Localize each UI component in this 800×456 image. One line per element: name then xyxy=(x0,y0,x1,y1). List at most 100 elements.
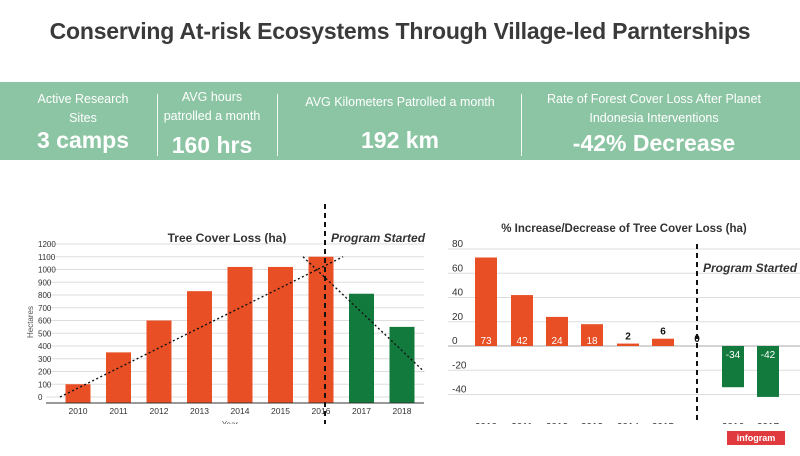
chart2-bar xyxy=(617,343,639,346)
chart2-annotation: Program Started xyxy=(703,261,798,275)
stat-label: Active Research Sites xyxy=(37,92,129,125)
chart1-x-tick-label: 2014 xyxy=(231,406,250,416)
chart1-y-ticks: 0 100 200 300 400 500 600 700 800 900 1000 1100 1200 xyxy=(38,240,56,402)
stat-label: Rate of Forest Cover Loss After Planet I… xyxy=(547,92,761,125)
stat-value: 3 camps xyxy=(36,127,130,153)
chart2-y-tick-label: 40 xyxy=(452,288,464,299)
chart1-title: Tree Cover Loss (ha) xyxy=(168,231,287,245)
chart2-bar xyxy=(652,338,674,346)
chart2-y-tick-label: 0 xyxy=(452,336,458,347)
chart1-x-tick-label: 2012 xyxy=(150,406,169,416)
stat-label: AVG Kilometers Patrolled a month xyxy=(305,95,495,109)
chart1-y-tick-label: 1200 xyxy=(38,240,56,249)
chart2-x-tick-label: 2011 xyxy=(511,422,533,433)
chart1-bar xyxy=(349,293,374,403)
chart1-y-tick-label: 1000 xyxy=(38,266,56,275)
chart2-x-ticks: 2010 2011 2012 2013 2014 2015 2016 2017 xyxy=(475,422,780,433)
chart2-x-tick-label: 2014 xyxy=(617,422,640,433)
stat-value: -42% Decrease xyxy=(572,130,736,156)
chart1-x-tick-label: 2010 xyxy=(69,406,88,416)
chart2-bar xyxy=(757,346,779,397)
chart1-y-tick-label: 600 xyxy=(38,317,52,326)
chart1-x-tick-label: 2016 xyxy=(312,406,331,416)
chart1-x-tick-label: 2013 xyxy=(190,406,209,416)
chart2-data-label: 2 xyxy=(625,332,631,343)
chart2-x-tick-label: 2017 xyxy=(757,422,780,433)
chart2-x-tick-label: 2015 xyxy=(652,422,675,433)
stat-label: AVG hours patrolled a month xyxy=(163,90,261,123)
chart2-y-tick-label: 20 xyxy=(452,312,464,323)
chart1-annotation: Program Started xyxy=(331,231,426,245)
chart2-data-label: 24 xyxy=(551,336,563,347)
chart1-ylabel: Hectares xyxy=(26,306,35,338)
chart2-y-tick-label: -20 xyxy=(452,360,467,371)
chart1-trendlines xyxy=(59,256,425,398)
chart2-bar xyxy=(511,295,533,346)
chart1-bar xyxy=(106,352,131,403)
chart2-data-label: -42 xyxy=(761,350,776,361)
chart1-y-tick-label: 100 xyxy=(38,380,52,389)
chart2-data-label: 42 xyxy=(516,336,528,347)
divider xyxy=(277,94,278,156)
chart2-data-labels: 73 42 24 18 2 6 0 -34 -42 xyxy=(480,327,775,361)
stat-hours-patrolled: AVG hours patrolled a month 160 hrs xyxy=(158,82,266,160)
chart1-y-tick-label: 1100 xyxy=(38,253,56,262)
chart2-bar xyxy=(546,316,568,346)
percent-change-chart: % Increase/Decrease of Tree Cover Loss (… xyxy=(448,223,800,433)
chart2-data-label: 0 xyxy=(694,334,700,345)
chart2-y-ticks: -40 -20 0 20 40 60 80 xyxy=(452,239,467,396)
stat-km-patrolled: AVG Kilometers Patrolled a month 192 km xyxy=(282,82,518,160)
chart1-y-tick-label: 0 xyxy=(38,393,43,402)
chart1-bar xyxy=(65,384,91,403)
chart2-x-tick-label: 2016 xyxy=(722,422,745,433)
stat-research-sites: Active Research Sites 3 camps xyxy=(22,82,144,160)
chart1-x-tick-label: 2018 xyxy=(393,406,412,416)
chart1-bar xyxy=(187,291,212,403)
chart1-x-tick-label: 2017 xyxy=(352,406,371,416)
stats-band: Active Research Sites 3 camps AVG hours … xyxy=(0,82,800,160)
page-title: Conserving At-risk Ecosystems Through Vi… xyxy=(49,18,751,44)
chart1-bar xyxy=(227,266,253,403)
chart2-bar xyxy=(475,257,497,346)
infogram-logo[interactable]: infogram xyxy=(727,431,785,445)
chart2-data-label: -34 xyxy=(726,350,741,361)
chart2-title: % Increase/Decrease of Tree Cover Loss (… xyxy=(501,223,747,235)
chart1-y-tick-label: 700 xyxy=(38,304,52,313)
chart1-trendline xyxy=(302,256,425,373)
chart2-y-tick-label: 60 xyxy=(452,263,464,274)
stat-value: 192 km xyxy=(360,127,439,153)
chart1-x-tick-label: 2011 xyxy=(109,406,128,416)
chart1-xlabel: Year xyxy=(222,420,239,429)
chart2-bar xyxy=(581,324,603,346)
chart2-data-label: 73 xyxy=(480,336,492,347)
chart1-bar xyxy=(308,256,334,403)
chart1-y-tick-label: 900 xyxy=(38,278,52,287)
chart2-data-label: 6 xyxy=(660,327,666,338)
chart2-bar xyxy=(722,346,744,388)
chart2-data-label: 18 xyxy=(586,336,598,347)
chart1-y-tick-label: 300 xyxy=(38,355,52,364)
chart2-x-tick-label: 2010 xyxy=(475,422,498,433)
chart2-bars xyxy=(475,257,779,397)
tree-cover-loss-chart: Tree Cover Loss (ha) Hectares Year 0 100 2… xyxy=(26,204,426,429)
divider xyxy=(521,94,522,156)
chart2-x-tick-label: 2012 xyxy=(546,422,569,433)
chart1-y-tick-label: 800 xyxy=(38,291,52,300)
chart1-bars xyxy=(65,256,415,403)
chart1-bar xyxy=(146,320,172,403)
chart1-bar xyxy=(389,326,415,403)
chart2-x-tick-label: 2013 xyxy=(581,422,604,433)
stat-value: 160 hrs xyxy=(171,132,253,158)
chart1-y-tick-label: 400 xyxy=(38,342,52,351)
chart1-trendline xyxy=(59,256,344,398)
chart2-y-tick-label: 80 xyxy=(452,239,464,250)
chart1-y-tick-label: 200 xyxy=(38,368,52,377)
chart1-x-tick-label: 2015 xyxy=(271,406,290,416)
divider xyxy=(157,94,158,156)
chart2-y-tick-label: -40 xyxy=(452,385,467,396)
chart1-x-ticks: 2010 2011 2012 2013 2014 2015 2016 2017 2018 xyxy=(69,406,412,416)
stat-forest-loss-rate: Rate of Forest Cover Loss After Planet I… xyxy=(530,82,778,160)
chart1-bar xyxy=(268,266,293,403)
chart1-y-tick-label: 500 xyxy=(38,329,52,338)
